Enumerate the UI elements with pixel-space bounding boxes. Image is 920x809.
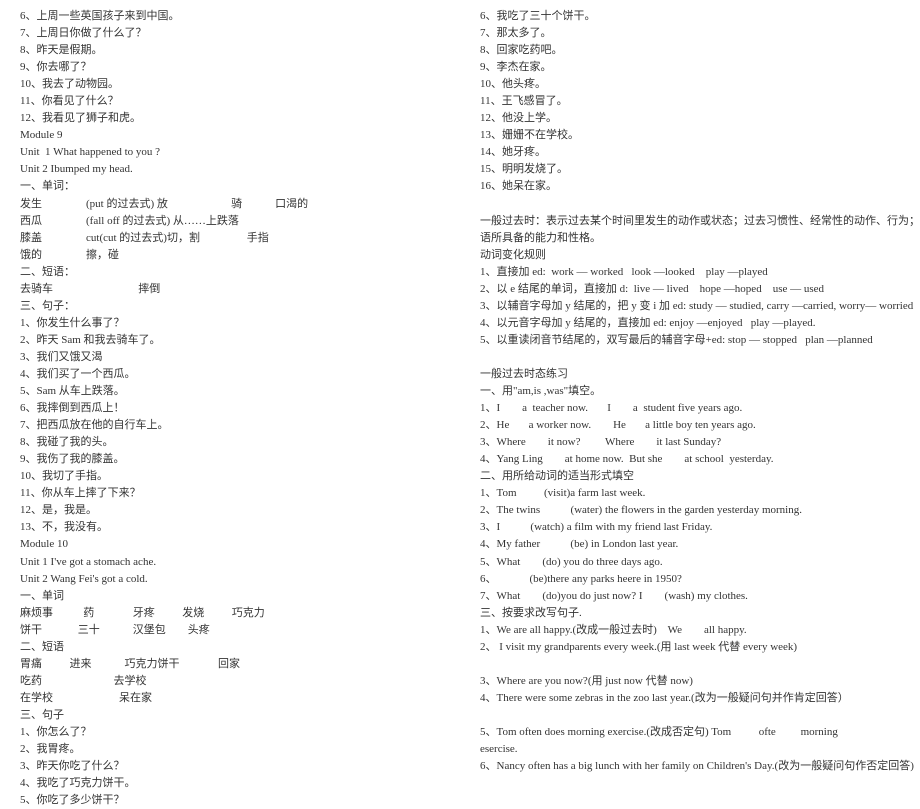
right-line: 2、 I visit my grandparents every week.(用… [480, 639, 900, 656]
left-line: 4、我吃了巧克力饼干。 [20, 775, 440, 792]
right-line: 二、用所给动词的适当形式填空 [480, 468, 900, 485]
right-line: 2、以 e 结尾的单词，直接加 d: live — lived hope —ho… [480, 281, 900, 298]
left-line: 13、不，我没有。 [20, 519, 440, 536]
left-line: 一、单词： [20, 178, 440, 195]
left-line: 二、短语： [20, 264, 440, 281]
left-line: 吃药 去学校 [20, 673, 440, 690]
right-line: 1、直接加 ed: work — worked look —looked pla… [480, 264, 900, 281]
right-line: 12、他没上学。 [480, 110, 900, 127]
right-line: 13、姗姗不在学校。 [480, 127, 900, 144]
left-line: 12、是，我是。 [20, 502, 440, 519]
left-line: 6、我摔倒到西瓜上！ [20, 400, 440, 417]
left-line: 8、昨天是假期。 [20, 42, 440, 59]
left-line: Unit 2 Wang Fei's got a cold. [20, 571, 440, 588]
left-line: 5、你吃了多少饼干？ [20, 792, 440, 809]
left-line: 11、你看见了什么？ [20, 93, 440, 110]
left-line: 发生 (put 的过去式) 放 骑 口渴的 [20, 196, 440, 213]
right-line [480, 656, 900, 673]
right-line [480, 349, 900, 366]
right-line: 11、王飞感冒了。 [480, 93, 900, 110]
left-line: 三、句子： [20, 298, 440, 315]
left-column: 6、上周一些英国孩子来到中国。7、上周日你做了什么了？8、昨天是假期。9、你去哪… [0, 0, 460, 651]
right-line: 5、Tom often does morning exercise.(改成否定句… [480, 724, 900, 741]
right-line: 3、Where it now? Where it last Sunday? [480, 434, 900, 451]
left-line: 3、昨天你吃了什么？ [20, 758, 440, 775]
left-line: Unit 1 I've got a stomach ache. [20, 554, 440, 571]
right-line: 一般过去时：表示过去某个时间里发生的动作或状态；过去习惯性、经常性的动作、行为；… [480, 213, 900, 230]
right-line: 14、她牙疼。 [480, 144, 900, 161]
left-line: 1、你发生什么事了？ [20, 315, 440, 332]
left-line: 6、上周一些英国孩子来到中国。 [20, 8, 440, 25]
left-line: 三、句子 [20, 707, 440, 724]
right-line: 3、以辅音字母加 y 结尾的，把 y 变 i 加 ed: study — stu… [480, 298, 900, 315]
right-line: 7、What (do)you do just now? I (wash) my … [480, 588, 900, 605]
right-line [480, 196, 900, 213]
right-line: 8、回家吃药吧。 [480, 42, 900, 59]
left-line: Module 9 [20, 127, 440, 144]
page: 6、上周一些英国孩子来到中国。7、上周日你做了什么了？8、昨天是假期。9、你去哪… [0, 0, 920, 651]
right-column: 6、我吃了三十个饼干。7、那太多了。8、回家吃药吧。9、李杰在家。10、他头疼。… [460, 0, 920, 651]
left-line: 9、你去哪了？ [20, 59, 440, 76]
right-line: 6、Nancy often has a big lunch with her f… [480, 758, 900, 775]
left-line: 去骑车 摔倒 [20, 281, 440, 298]
left-line: 在学校 呆在家 [20, 690, 440, 707]
right-line: 4、Yang Ling at home now. But she at scho… [480, 451, 900, 468]
right-line: 6、 (be)there any parks heere in 1950? [480, 571, 900, 588]
right-line: 4、My father (be) in London last year. [480, 536, 900, 553]
left-line: 二、短语 [20, 639, 440, 656]
right-line: 6、我吃了三十个饼干。 [480, 8, 900, 25]
left-line: 胃痛 进来 巧克力饼干 回家 [20, 656, 440, 673]
left-line: 10、我去了动物园。 [20, 76, 440, 93]
left-line: Module 10 [20, 536, 440, 553]
left-line: 3、我们又饿又渴 [20, 349, 440, 366]
right-line: 2、He a worker now. He a little boy ten y… [480, 417, 900, 434]
right-line: 三、按要求改写句子. [480, 605, 900, 622]
right-line: 1、Tom (visit)a farm last week. [480, 485, 900, 502]
left-line: 2、我胃疼。 [20, 741, 440, 758]
right-line: 一般过去时态练习 [480, 366, 900, 383]
right-line: 3、Where are you now?(用 just now 代替 now) [480, 673, 900, 690]
left-line: 西瓜 (fall off 的过去式) 从……上跌落 [20, 213, 440, 230]
right-line: 动词变化规则 [480, 247, 900, 264]
left-line: 5、Sam 从车上跌落。 [20, 383, 440, 400]
right-line: 16、她呆在家。 [480, 178, 900, 195]
right-line [480, 707, 900, 724]
left-line: 饼干 三十 汉堡包 头疼 [20, 622, 440, 639]
left-line: 膝盖 cut(cut 的过去式)切，割 手指 [20, 230, 440, 247]
right-line: 5、以重读闭音节结尾的，双写最后的辅音字母+ed: stop — stopped… [480, 332, 900, 349]
left-line: 9、我伤了我的膝盖。 [20, 451, 440, 468]
right-line: 4、There were some zebras in the zoo last… [480, 690, 900, 707]
left-line: 7、把西瓜放在他的自行车上。 [20, 417, 440, 434]
right-line: esercise. [480, 741, 900, 758]
right-line: 5、What (do) you do three days ago. [480, 554, 900, 571]
right-line: 一、用"am,is ,was"填空。 [480, 383, 900, 400]
right-line: 7、那太多了。 [480, 25, 900, 42]
right-line: 10、他头疼。 [480, 76, 900, 93]
right-line: 1、We are all happy.(改成一般过去时) We all happ… [480, 622, 900, 639]
left-line: Unit 2 Ibumped my head. [20, 161, 440, 178]
right-line: 语所具备的能力和性格。 [480, 230, 900, 247]
left-line: 12、我看见了狮子和虎。 [20, 110, 440, 127]
right-line: 9、李杰在家。 [480, 59, 900, 76]
left-line: 4、我们买了一个西瓜。 [20, 366, 440, 383]
right-line: 3、I (watch) a film with my friend last F… [480, 519, 900, 536]
left-line: 8、我碰了我的头。 [20, 434, 440, 451]
left-line: 11、你从车上摔了下来？ [20, 485, 440, 502]
right-line: 4、以元音字母加 y 结尾的，直接加 ed: enjoy —enjoyed pl… [480, 315, 900, 332]
right-line: 2、The twins (water) the flowers in the g… [480, 502, 900, 519]
left-line: 10、我切了手指。 [20, 468, 440, 485]
left-line: 饿的 擦，碰 [20, 247, 440, 264]
left-line: 麻烦事 药 牙疼 发烧 巧克力 [20, 605, 440, 622]
left-line: 1、你怎么了？ [20, 724, 440, 741]
left-line: 2、昨天 Sam 和我去骑车了。 [20, 332, 440, 349]
right-line: 1、I a teacher now. I a student five year… [480, 400, 900, 417]
left-line: 一、单词 [20, 588, 440, 605]
left-line: Unit 1 What happened to you ? [20, 144, 440, 161]
right-line: 15、明明发烧了。 [480, 161, 900, 178]
left-line: 7、上周日你做了什么了？ [20, 25, 440, 42]
